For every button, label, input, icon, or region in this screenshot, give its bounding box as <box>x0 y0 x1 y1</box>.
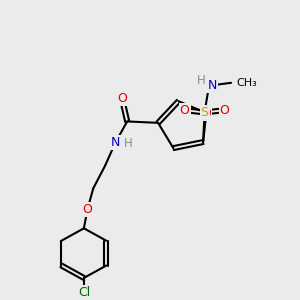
Text: O: O <box>82 203 92 216</box>
Text: O: O <box>201 106 211 119</box>
Text: CH₃: CH₃ <box>236 78 257 88</box>
Text: O: O <box>117 92 127 105</box>
Text: H: H <box>197 74 206 87</box>
Text: H: H <box>124 137 133 151</box>
Text: N: N <box>207 79 217 92</box>
Text: N: N <box>111 136 120 149</box>
Text: Cl: Cl <box>78 286 90 298</box>
Text: S: S <box>201 106 208 119</box>
Text: O: O <box>180 104 190 117</box>
Text: O: O <box>220 104 230 117</box>
